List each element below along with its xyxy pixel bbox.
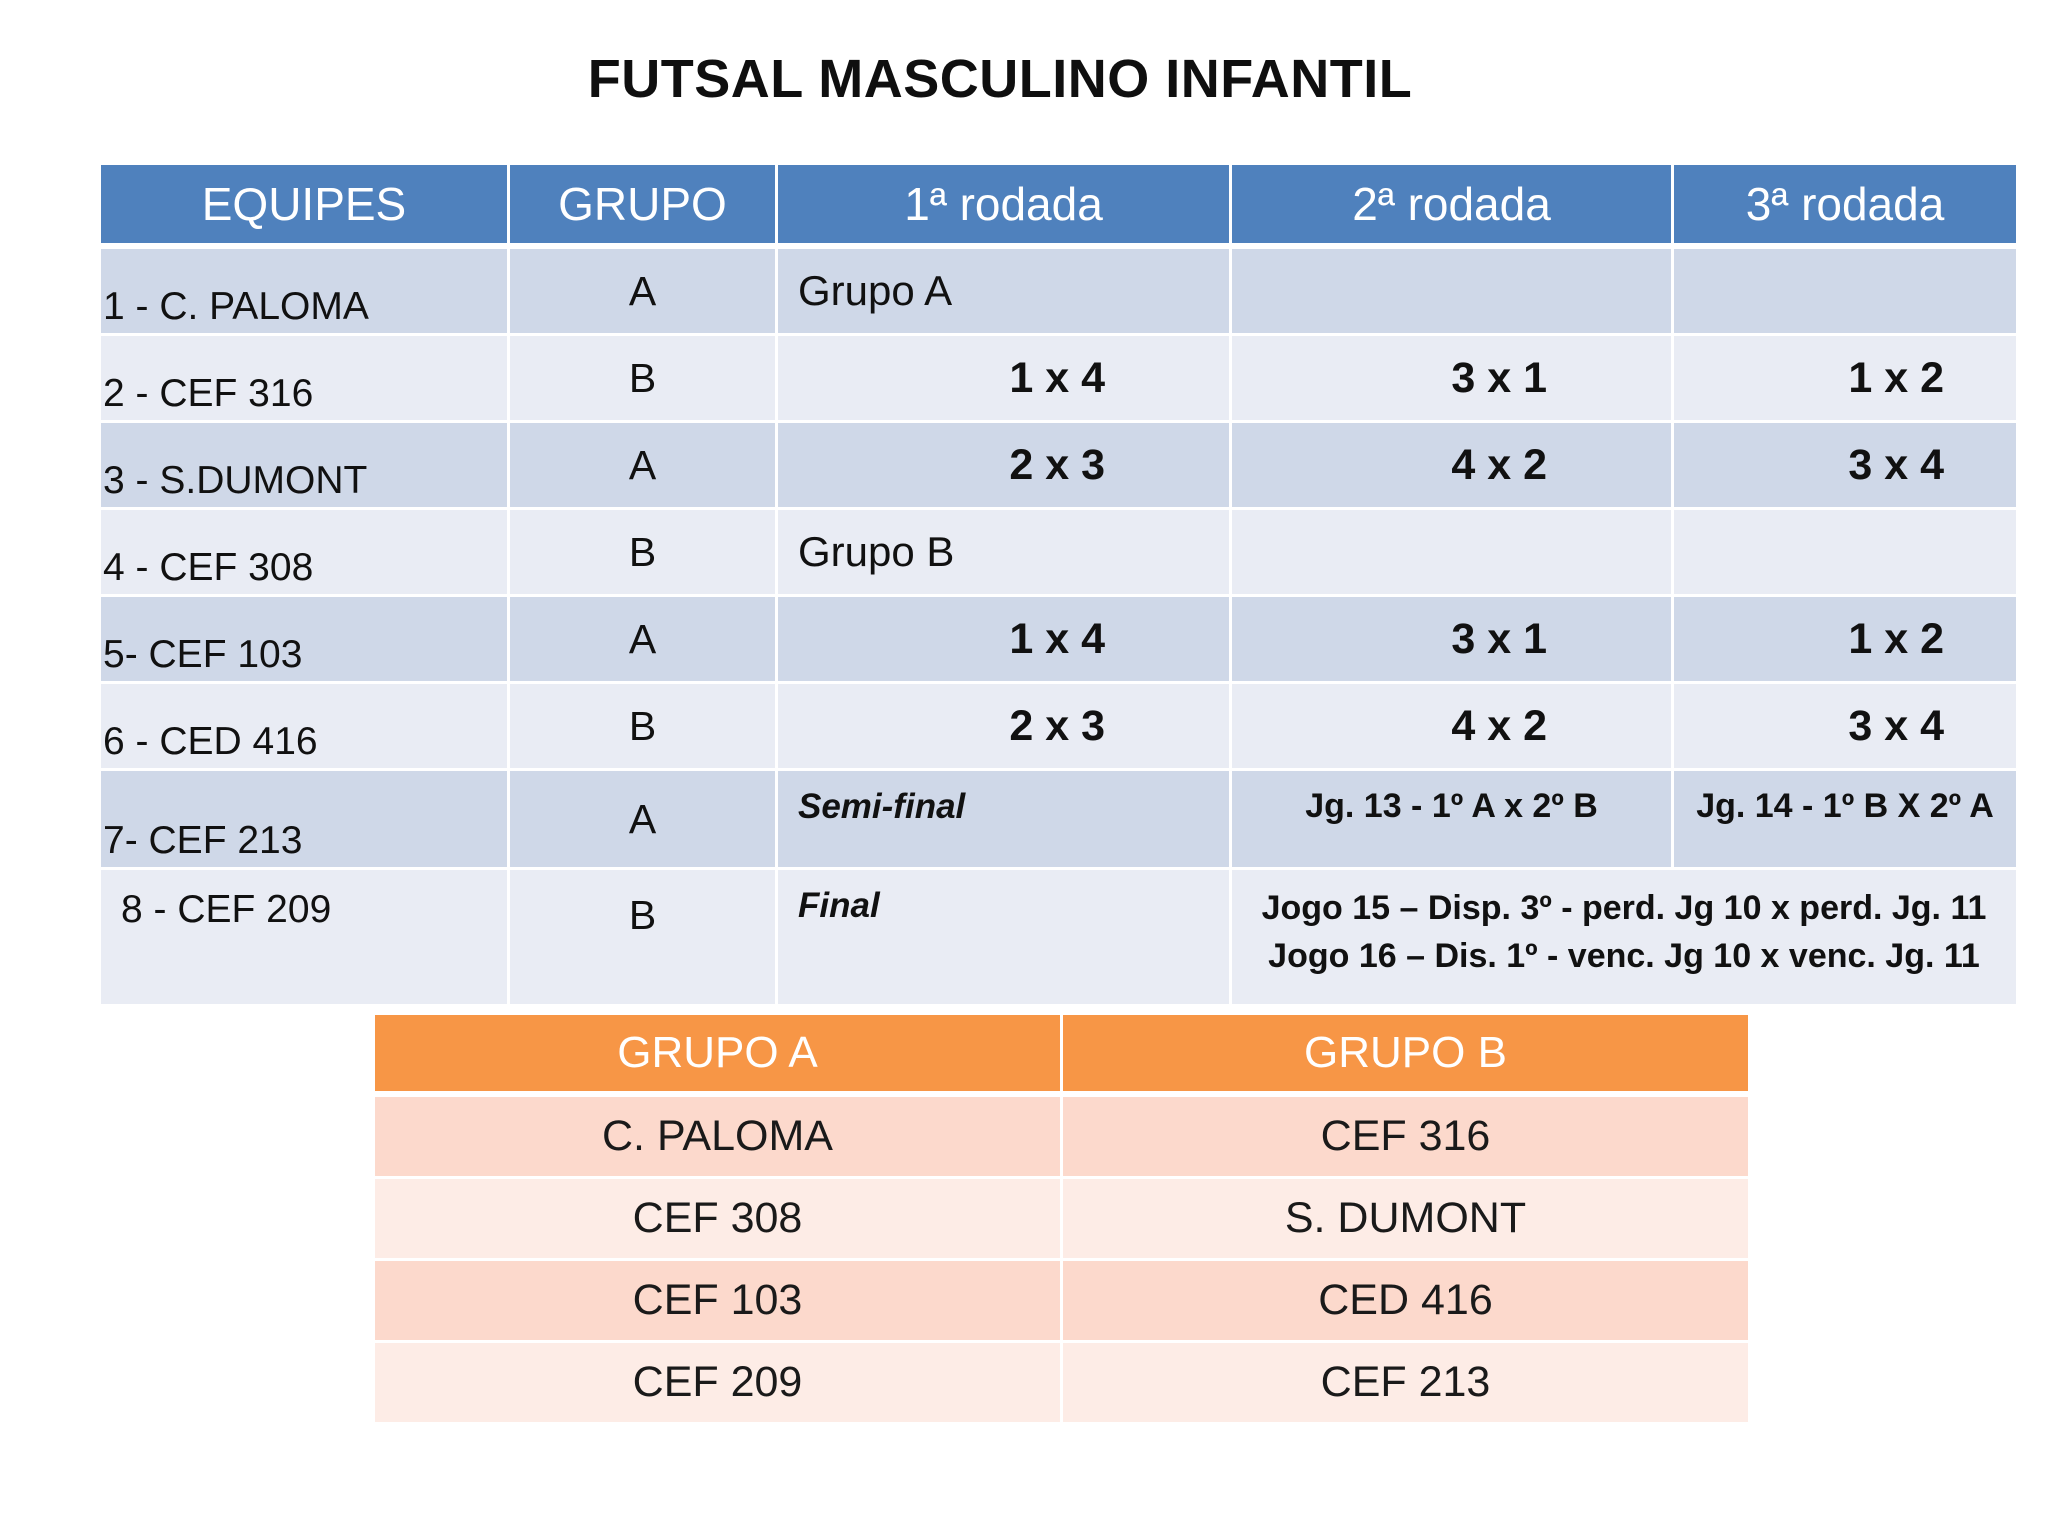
team-cell: 4 - CEF 308 bbox=[98, 507, 510, 597]
semifinal-match-1: Jg. 13 - 1º A x 2º B bbox=[1229, 768, 1674, 870]
group-a-team: CEF 103 bbox=[372, 1258, 1063, 1343]
groups-header-row: GRUPO A GRUPO B bbox=[372, 1012, 1751, 1097]
table-row: CEF 209 CEF 213 bbox=[372, 1340, 1751, 1425]
match-cell: 4 x 2 bbox=[1229, 681, 1674, 771]
semifinal-match-2: Jg. 14 - 1º B X 2º A bbox=[1671, 768, 2019, 870]
match-cell: 4 x 2 bbox=[1229, 420, 1674, 510]
match-cell: 3 x 1 bbox=[1229, 333, 1674, 423]
group-cell: B bbox=[507, 333, 778, 423]
match-cell: 1 x 2 bbox=[1671, 333, 2019, 423]
group-b-team: CEF 316 bbox=[1060, 1092, 1751, 1179]
header-grupo-a: GRUPO A bbox=[372, 1012, 1063, 1097]
table-row: CEF 103 CED 416 bbox=[372, 1258, 1751, 1343]
group-cell: B bbox=[507, 867, 778, 1007]
table-row: 7- CEF 213 A Semi-final Jg. 13 - 1º A x … bbox=[98, 768, 2019, 870]
table-row: 4 - CEF 308 B Grupo B bbox=[98, 507, 2019, 597]
table-row: 1 - C. PALOMA A Grupo A bbox=[98, 244, 2019, 336]
final-matches: Jogo 15 – Disp. 3º - perd. Jg 10 x perd.… bbox=[1229, 867, 2019, 1007]
group-cell: A bbox=[507, 768, 778, 870]
group-a-team: C. PALOMA bbox=[372, 1092, 1063, 1179]
final-match-1: Jogo 15 – Disp. 3º - perd. Jg 10 x perd.… bbox=[1261, 889, 1987, 927]
table-row: 6 - CED 416 B 2 x 3 4 x 2 3 x 4 bbox=[98, 681, 2019, 771]
header-grupo-b: GRUPO B bbox=[1060, 1012, 1751, 1097]
group-a-team: CEF 209 bbox=[372, 1340, 1063, 1425]
match-cell: 3 x 1 bbox=[1229, 594, 1674, 684]
team-cell: 8 - CEF 209 bbox=[98, 867, 510, 1007]
stage-label-semifinal: Semi-final bbox=[775, 768, 1232, 870]
table-row: 3 - S.DUMONT A 2 x 3 4 x 2 3 x 4 bbox=[98, 420, 2019, 510]
empty-cell bbox=[1229, 507, 1674, 597]
empty-cell bbox=[1671, 507, 2019, 597]
schedule-header-row: EQUIPES GRUPO 1ª rodada 2ª rodada 3ª rod… bbox=[98, 162, 2019, 249]
team-cell: 6 - CED 416 bbox=[98, 681, 510, 771]
match-cell: 1 x 4 bbox=[775, 594, 1232, 684]
group-label-cell: Grupo A bbox=[775, 244, 1232, 336]
match-cell: 1 x 2 bbox=[1671, 594, 2019, 684]
empty-cell bbox=[1229, 244, 1674, 336]
table-row: 5- CEF 103 A 1 x 4 3 x 1 1 x 2 bbox=[98, 594, 2019, 684]
team-cell: 7- CEF 213 bbox=[98, 768, 510, 870]
header-grupo: GRUPO bbox=[507, 162, 778, 249]
group-cell: A bbox=[507, 244, 778, 336]
match-cell: 2 x 3 bbox=[775, 420, 1232, 510]
group-b-team: S. DUMONT bbox=[1060, 1176, 1751, 1261]
group-cell: A bbox=[507, 594, 778, 684]
group-a-team: CEF 308 bbox=[372, 1176, 1063, 1261]
group-cell: B bbox=[507, 507, 778, 597]
group-cell: A bbox=[507, 420, 778, 510]
header-equipes: EQUIPES bbox=[98, 162, 510, 249]
group-cell: B bbox=[507, 681, 778, 771]
match-cell: 3 x 4 bbox=[1671, 420, 2019, 510]
team-cell: 3 - S.DUMONT bbox=[98, 420, 510, 510]
page-title: FUTSAL MASCULINO INFANTIL bbox=[587, 49, 1413, 109]
schedule-table: EQUIPES GRUPO 1ª rodada 2ª rodada 3ª rod… bbox=[98, 162, 2019, 1007]
groups-table: GRUPO A GRUPO B C. PALOMA CEF 316 CEF 30… bbox=[372, 1012, 1751, 1425]
table-row: CEF 308 S. DUMONT bbox=[372, 1176, 1751, 1261]
header-rodada-1: 1ª rodada bbox=[775, 162, 1232, 249]
group-b-team: CED 416 bbox=[1060, 1258, 1751, 1343]
stage-label-final: Final bbox=[775, 867, 1232, 1007]
table-row: C. PALOMA CEF 316 bbox=[372, 1092, 1751, 1179]
team-cell: 5- CEF 103 bbox=[98, 594, 510, 684]
team-cell: 2 - CEF 316 bbox=[98, 333, 510, 423]
match-cell: 3 x 4 bbox=[1671, 681, 2019, 771]
final-match-2: Jogo 16 – Dis. 1º - venc. Jg 10 x venc. … bbox=[1268, 937, 1980, 975]
group-label-cell: Grupo B bbox=[775, 507, 1232, 597]
header-rodada-2: 2ª rodada bbox=[1229, 162, 1674, 249]
match-cell: 2 x 3 bbox=[775, 681, 1232, 771]
header-rodada-3: 3ª rodada bbox=[1671, 162, 2019, 249]
match-cell: 1 x 4 bbox=[775, 333, 1232, 423]
team-cell: 1 - C. PALOMA bbox=[98, 244, 510, 336]
empty-cell bbox=[1671, 244, 2019, 336]
table-row: 2 - CEF 316 B 1 x 4 3 x 1 1 x 2 bbox=[98, 333, 2019, 423]
group-b-team: CEF 213 bbox=[1060, 1340, 1751, 1425]
table-row: 8 - CEF 209 B Final Jogo 15 – Disp. 3º -… bbox=[98, 867, 2019, 1007]
